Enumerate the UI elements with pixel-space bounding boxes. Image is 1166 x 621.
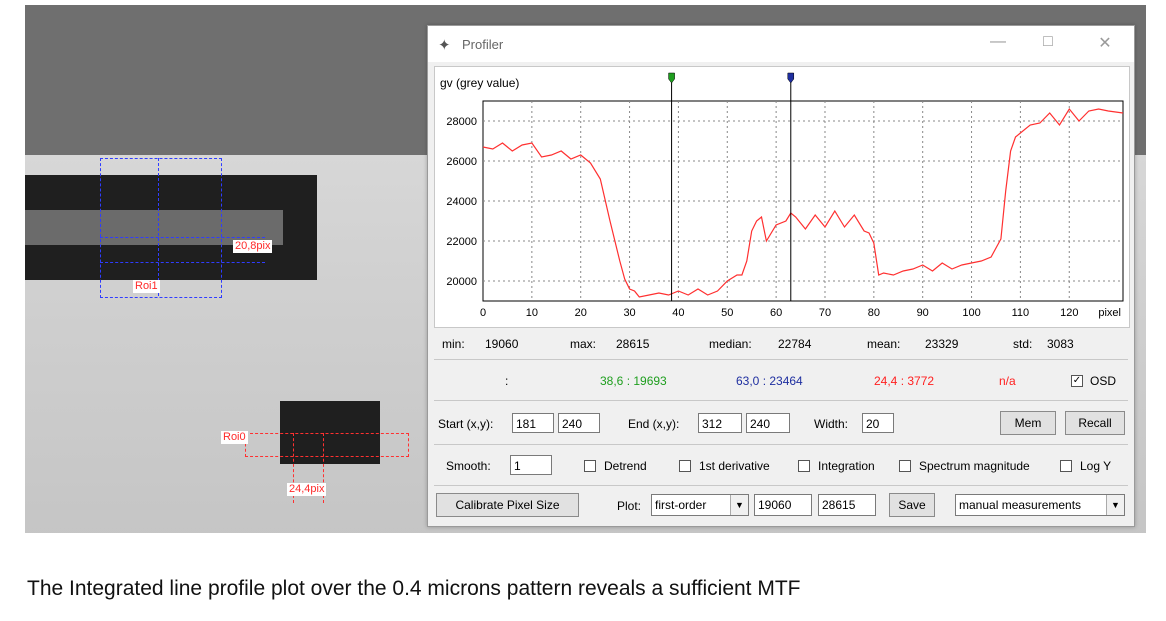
smooth-label: Smooth:	[446, 459, 491, 473]
integration-label: Integration	[818, 459, 875, 473]
roi0-line-left	[293, 433, 294, 503]
y-axis-label: gv (grey value)	[440, 76, 520, 90]
red-readout: 24,4 : 3772	[874, 374, 935, 388]
osd-separator: :	[505, 374, 509, 388]
x-tick-label: 70	[819, 307, 831, 319]
width-field[interactable]: 20	[862, 413, 894, 433]
measurement-mode-select[interactable]: manual measurements ▼	[955, 494, 1125, 516]
min-label: min:	[442, 337, 465, 351]
divider	[434, 485, 1128, 486]
roi0-label: Roi0	[221, 431, 248, 444]
line-pattern	[25, 210, 283, 245]
x-tick-label: 40	[672, 307, 684, 319]
spectrum-magnitude-label: Spectrum magnitude	[919, 459, 1030, 473]
y-tick-label: 20000	[446, 276, 477, 288]
detrend-label: Detrend	[604, 459, 647, 473]
plot-panel: gv (grey value) 28000 26000 24000 22000 2000…	[434, 66, 1130, 328]
median-label: median:	[709, 337, 752, 351]
blue-cursor-readout: 63,0 : 23464	[736, 374, 803, 388]
figure-caption: The Integrated line profile plot over th…	[27, 577, 801, 600]
max-label: max:	[570, 337, 597, 351]
osd-label: OSD	[1090, 374, 1117, 388]
x-tick-label: 80	[868, 307, 880, 319]
mem-button[interactable]: Mem	[1000, 411, 1056, 435]
divider	[434, 444, 1128, 445]
x-tick-label: 90	[917, 307, 929, 319]
osd-checkbox[interactable]: ✓	[1071, 375, 1083, 387]
title-bar[interactable]: ✦ Profiler — □ ✕	[428, 26, 1134, 62]
log-y-label: Log Y	[1080, 459, 1112, 473]
roi1-measure-label: 20,8pix	[233, 240, 273, 253]
start-label: Start (x,y):	[438, 417, 494, 431]
roi0-line-right	[323, 433, 324, 503]
x-tick-label: 110	[1012, 307, 1030, 319]
y-tick-label: 22000	[446, 236, 477, 248]
start-y-field[interactable]: 240	[558, 413, 600, 433]
first-derivative-label: 1st derivative	[699, 459, 770, 473]
y-tick-label: 24000	[446, 196, 477, 208]
x-tick-label: 0	[480, 307, 486, 319]
roi1-label: Roi1	[133, 280, 160, 293]
roi0-measure-label: 24,4pix	[287, 483, 327, 496]
roi0-box[interactable]	[245, 433, 409, 457]
plot-label: Plot:	[617, 499, 642, 513]
recall-button[interactable]: Recall	[1065, 411, 1125, 435]
mean-value: 23329	[925, 337, 959, 351]
cursor-marker-icon	[668, 72, 675, 84]
profiler-app-icon: ✦	[438, 37, 451, 54]
roi1-box[interactable]	[100, 158, 222, 298]
roi1-line	[158, 158, 159, 296]
na-readout: n/a	[999, 374, 1016, 388]
x-tick-label: 50	[721, 307, 733, 319]
range-min-field[interactable]: 19060	[754, 494, 812, 516]
log-y-checkbox[interactable]	[1060, 460, 1072, 472]
profile-chart[interactable]: 28000 26000 24000 22000 20000 0 10 20 30 40 50 60 70…	[435, 67, 1129, 325]
x-tick-label: 100	[962, 307, 980, 319]
min-value: 19060	[485, 337, 519, 351]
cursor-marker-icon	[787, 72, 795, 84]
roi1-measure-band	[100, 237, 265, 263]
divider	[434, 400, 1128, 401]
x-tick-label: 10	[526, 307, 538, 319]
profile-line	[482, 107, 1124, 298]
window-title: Profiler	[462, 37, 504, 52]
integration-checkbox[interactable]	[798, 460, 810, 472]
detrend-checkbox[interactable]	[584, 460, 596, 472]
end-y-field[interactable]: 240	[746, 413, 790, 433]
maximize-icon[interactable]: □	[1043, 33, 1053, 50]
x-tick-label: 20	[575, 307, 587, 319]
x-axis-unit-label: pixel	[1098, 307, 1121, 319]
start-x-field[interactable]: 181	[512, 413, 554, 433]
width-label: Width:	[814, 417, 849, 431]
range-max-field[interactable]: 28615	[818, 494, 876, 516]
plot-type-value: first-order	[655, 498, 707, 512]
smooth-field[interactable]: 1	[510, 455, 552, 475]
x-tick-label: 60	[770, 307, 782, 319]
mean-label: mean:	[867, 337, 901, 351]
green-cursor-readout: 38,6 : 19693	[600, 374, 667, 388]
x-tick-label: 30	[623, 307, 635, 319]
close-icon[interactable]: ✕	[1098, 35, 1112, 52]
x-tick-label: 120	[1060, 307, 1078, 319]
spectrum-magnitude-checkbox[interactable]	[899, 460, 911, 472]
plot-type-select[interactable]: first-order ▼	[651, 494, 749, 516]
minimize-icon[interactable]: —	[990, 33, 1006, 50]
end-x-field[interactable]: 312	[698, 413, 742, 433]
end-label: End (x,y):	[628, 417, 680, 431]
std-label: std:	[1013, 337, 1033, 351]
chevron-down-icon[interactable]: ▼	[1106, 495, 1124, 515]
divider	[434, 359, 1128, 360]
first-derivative-checkbox[interactable]	[679, 460, 691, 472]
calibrate-pixel-size-button[interactable]: Calibrate Pixel Size	[436, 493, 579, 517]
chevron-down-icon[interactable]: ▼	[730, 495, 748, 515]
std-value: 3083	[1047, 337, 1074, 351]
dark-square	[280, 401, 380, 464]
save-button[interactable]: Save	[889, 493, 935, 517]
max-value: 28615	[616, 337, 650, 351]
median-value: 22784	[778, 337, 812, 351]
profiler-window: ✦ Profiler — □ ✕ gv (grey value) 28000 26…	[427, 25, 1135, 527]
measurement-mode-value: manual measurements	[959, 498, 1082, 512]
y-tick-label: 26000	[446, 156, 477, 168]
y-tick-label: 28000	[446, 116, 477, 128]
